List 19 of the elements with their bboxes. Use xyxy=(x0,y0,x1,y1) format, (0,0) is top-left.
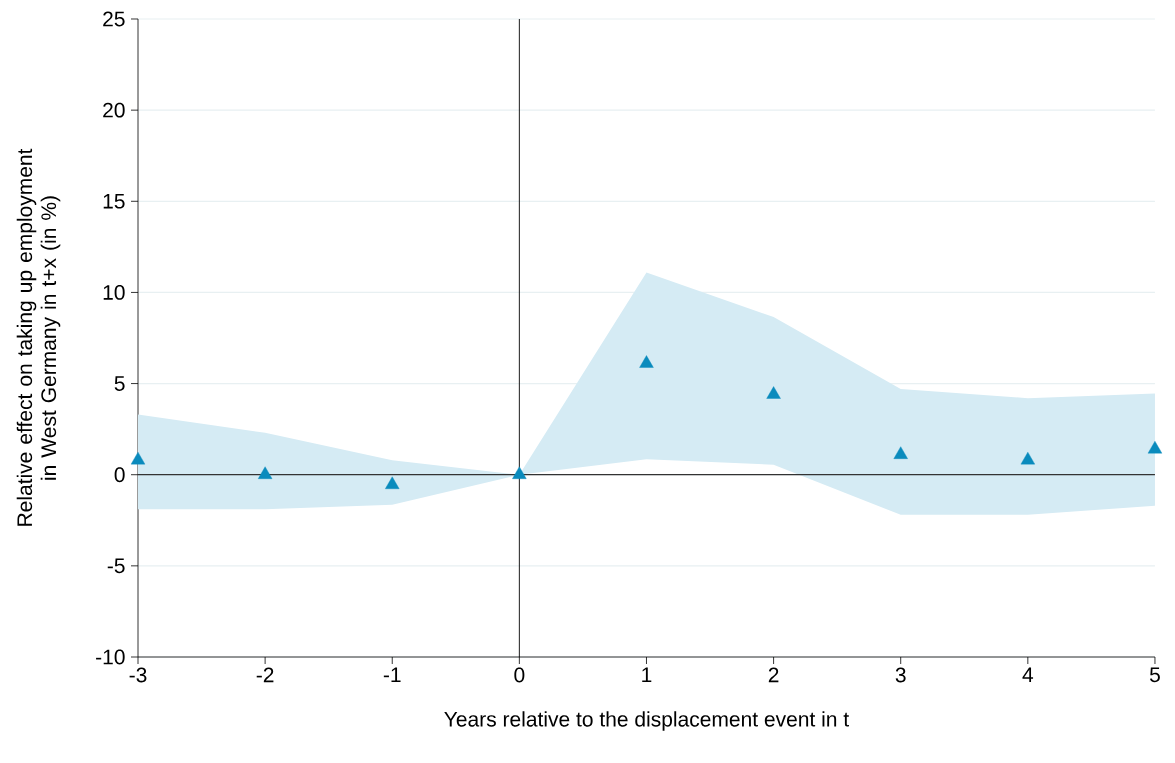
y-tick-label: 5 xyxy=(114,376,125,391)
x-tick-label: -3 xyxy=(129,667,147,683)
y-tick-label: -10 xyxy=(96,649,125,665)
y-tick-label: 10 xyxy=(103,285,125,300)
y-tick-label: 15 xyxy=(103,193,125,209)
x-axis-title: Years relative to the displacement event in t xyxy=(444,711,849,731)
y-tick-label: 25 xyxy=(103,11,125,27)
y-tick-label: -5 xyxy=(107,558,125,574)
x-tick-label: 2 xyxy=(768,667,779,683)
x-tick-label: 5 xyxy=(1149,667,1160,683)
x-tick-label: 4 xyxy=(1022,667,1034,682)
x-tick-label: -1 xyxy=(383,667,401,682)
x-tick-label: 1 xyxy=(642,667,652,682)
y-tick-label: 0 xyxy=(114,467,125,483)
x-tick-label: 0 xyxy=(514,667,525,683)
y-axis-title: Relative effect on taking up employment in West Germany in t+x (in %) xyxy=(16,148,61,526)
y-tick-label: 20 xyxy=(103,102,125,118)
x-tick-label: 3 xyxy=(895,667,906,683)
x-tick-label: -2 xyxy=(256,667,274,683)
